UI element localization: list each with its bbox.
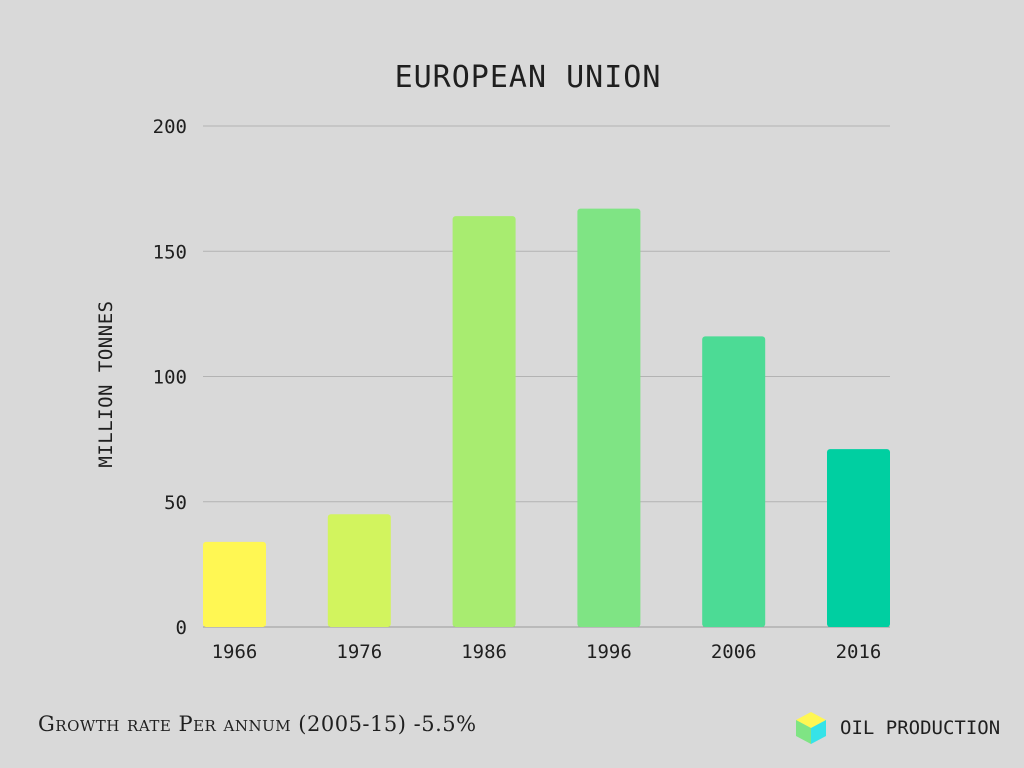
x-tick-label: 1996 (586, 641, 632, 663)
y-tick-label: 200 (153, 116, 187, 138)
y-tick-label: 150 (153, 241, 187, 263)
bar-1996 (577, 208, 641, 628)
cube-icon (796, 712, 826, 744)
bar-1966 (203, 541, 266, 627)
bar-1976 (327, 514, 391, 627)
x-tick-label: 2016 (836, 641, 882, 663)
grid-lines (203, 125, 890, 628)
brand-label: OIL PRODUCTION (840, 717, 1001, 739)
x-tick-label: 1966 (212, 641, 258, 663)
y-tick-label: 50 (164, 492, 187, 514)
x-axis-ticks: 1966 1976 1986 1996 2006 2016 (212, 641, 882, 663)
brand: OIL PRODUCTION (794, 710, 1000, 746)
x-tick-label: 1976 (336, 641, 382, 663)
y-tick-label: 100 (153, 367, 187, 389)
y-axis-ticks: 0 50 100 150 200 (153, 116, 187, 639)
y-tick-label: 0 (176, 617, 187, 639)
x-tick-label: 1986 (461, 641, 507, 663)
bar-1986 (452, 216, 516, 627)
bar-2016 (827, 449, 890, 627)
growth-rate-text: Growth rate Per annum (2005-15) -5.5% (38, 712, 477, 736)
y-axis-label: MILLION TONNES (95, 300, 117, 467)
bar-2006 (702, 336, 766, 627)
x-tick-label: 2006 (711, 641, 757, 663)
chart-title: EUROPEAN UNION (395, 60, 662, 95)
bars (203, 208, 890, 628)
